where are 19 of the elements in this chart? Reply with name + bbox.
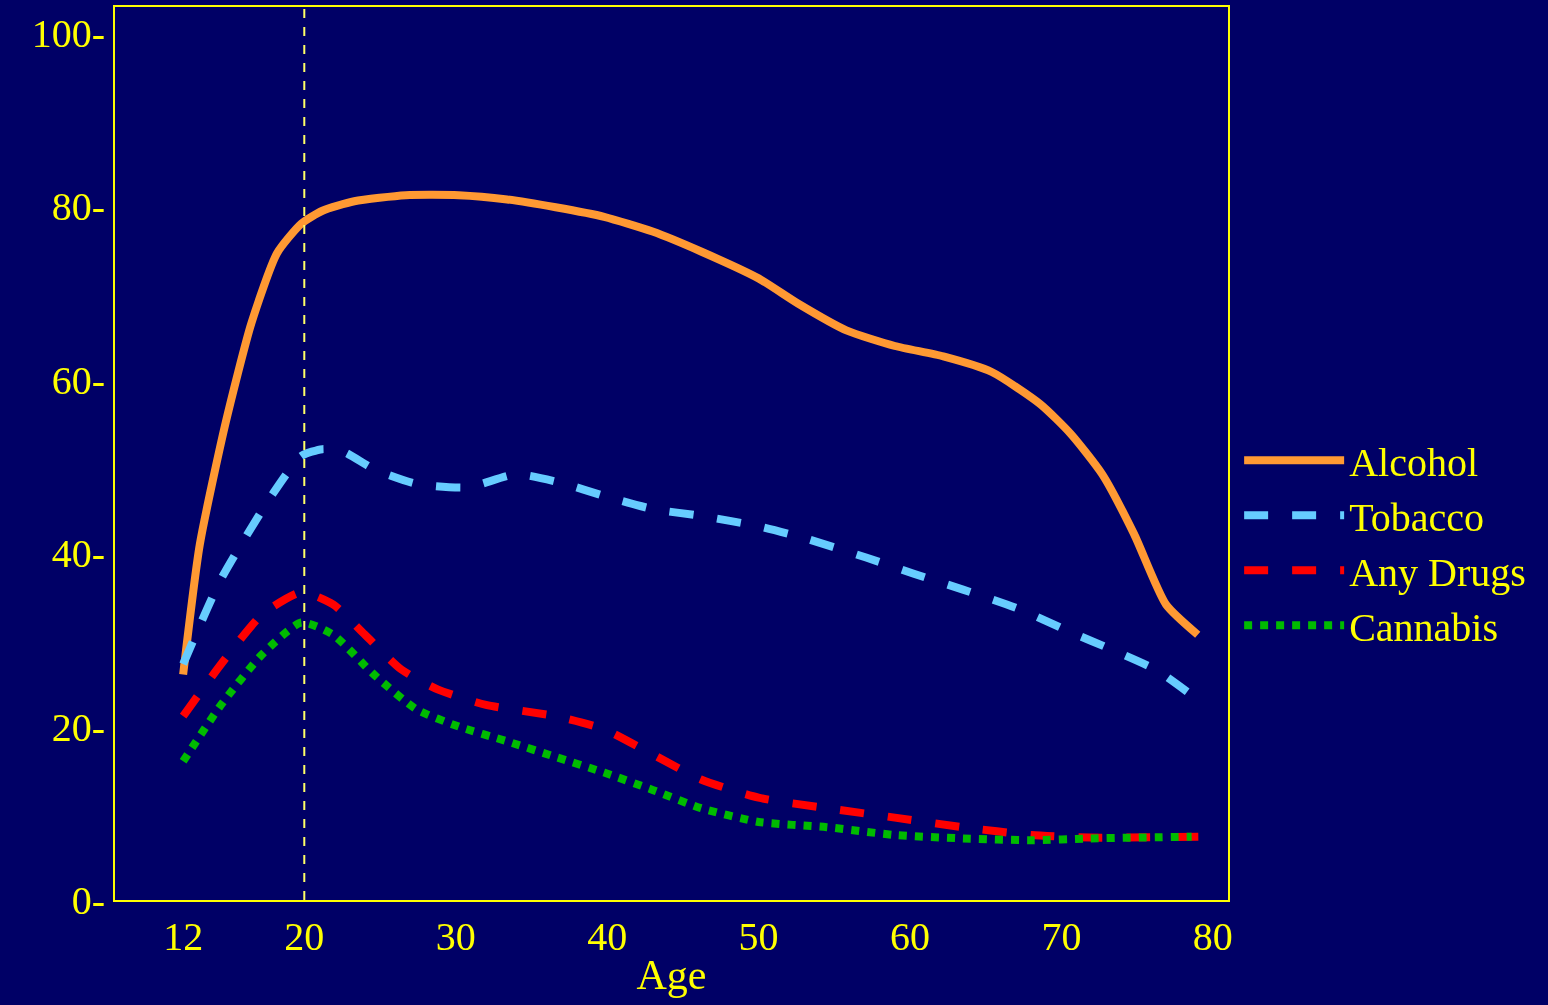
y-tick-label: 0- bbox=[71, 878, 105, 923]
y-tick-label: 60- bbox=[51, 357, 105, 403]
y-tick-label: 20- bbox=[51, 704, 105, 750]
legend-label: Cannabis bbox=[1349, 604, 1499, 650]
y-tick-label: 80- bbox=[51, 184, 105, 230]
x-tick-label: 40 bbox=[587, 914, 628, 959]
y-tick-label: 100- bbox=[31, 11, 105, 57]
x-tick-label: 30 bbox=[435, 914, 476, 959]
x-axis-title: Age bbox=[636, 952, 707, 999]
x-tick-label: 70 bbox=[1041, 914, 1082, 959]
x-tick-label: 50 bbox=[738, 914, 779, 959]
x-tick-label: 60 bbox=[890, 914, 930, 959]
legend-label: Any Drugs bbox=[1349, 549, 1526, 595]
legend-label: Tobacco bbox=[1349, 494, 1485, 540]
y-tick-label: 40- bbox=[51, 531, 105, 577]
x-tick-label: 20 bbox=[284, 914, 325, 959]
x-tick-label: 80 bbox=[1192, 914, 1233, 959]
legend-label: Alcohol bbox=[1349, 439, 1479, 485]
x-tick-label: 12 bbox=[163, 914, 204, 959]
